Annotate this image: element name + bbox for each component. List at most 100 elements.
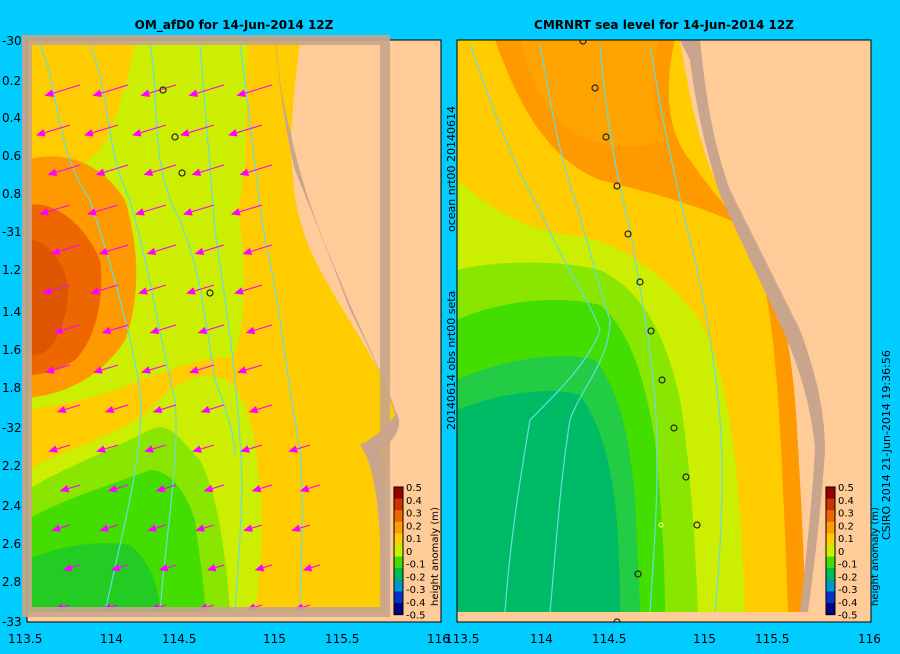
current-arrow-head [194,247,205,256]
colorbar-tick: -0.2 [406,572,426,583]
colorbar-swatch [826,487,835,500]
current-arrow-head [141,366,151,374]
left-x-axis: 113.5 114 114.5 115 115.5 116 [8,632,450,646]
x-tick: 114 [530,632,553,646]
left-frame-grey [22,35,390,617]
right-coast-shelf [680,40,825,612]
colorbar-swatch [394,556,403,569]
colorbar-swatch [826,556,835,569]
current-arrow-head [188,89,199,97]
colorbar-tick: -0.5 [406,611,426,622]
x-tick: 115 [693,632,716,646]
y-tick: 1.8 [2,381,21,395]
colorbar-tick: 0.5 [838,483,854,494]
x-tick: 116 [427,632,450,646]
current-arrow-head [227,129,238,137]
current-arrow-head [138,287,148,295]
y-tick: 1.6 [2,343,21,357]
colorbar-tick: -0.4 [406,598,426,609]
colorbar-swatch [394,568,403,581]
x-tick: 114 [100,632,123,646]
x-tick: 114.5 [162,632,196,646]
colorbar-tick: 0.1 [838,534,854,545]
y-tick: 1.4 [2,305,21,319]
left-bathymetry-contours [39,44,303,613]
current-arrow-head [203,484,214,493]
colorbar-tick: 0 [406,547,412,558]
colorbar-swatch [394,579,403,592]
colorbar-tick: -0.4 [838,598,858,609]
colorbar-swatch [826,603,835,616]
y-tick: 2.2 [2,459,21,473]
right-x-axis: 113.5 114 114.5 115 115.5 116 [445,632,881,646]
y-tick: 0.8 [2,187,21,201]
current-arrow-head [47,168,58,176]
current-arrow-head [242,247,253,256]
current-arrow-head [195,524,205,532]
current-arrow-head [254,563,265,572]
colorbar-swatch [826,498,835,511]
current-arrow-head [86,208,97,216]
current-arrow-head [182,208,193,216]
x-tick: 114.5 [592,632,626,646]
colorbar-label: height anomaly (m) [430,507,441,606]
current-arrow-head [302,563,313,572]
x-tick: 115 [263,632,286,646]
colorbar-swatch [826,568,835,581]
colorbar-tick: -0.1 [838,560,858,571]
right-obs-markers [579,40,701,622]
colorbar-frame [393,486,404,616]
y-tick: -30 [2,34,22,48]
colorbar-tick: -0.1 [406,560,426,571]
current-arrow-head [134,208,145,216]
current-arrow-head [192,445,202,453]
current-arrow-head [179,129,190,137]
current-arrow-head [56,405,67,414]
x-tick: 113.5 [8,632,42,646]
current-arrow-head [248,405,259,414]
left-y-axis: -30 0.2 0.4 0.6 0.8 -31 1.2 1.4 1.6 1.8 … [2,34,22,629]
colorbar-frame [825,486,836,616]
current-arrow-head [96,445,106,453]
left-current-arrows [35,84,321,611]
y-tick: 0.2 [2,74,21,88]
right-side-label-top: ocean nrt00 20140614 [445,106,458,232]
colorbar-swatch [394,510,403,523]
current-arrow-head [144,445,154,453]
y-tick: 2.8 [2,575,21,589]
current-arrow-head [35,129,46,137]
y-tick: -31 [2,225,22,239]
current-arrow-head [191,168,202,176]
colorbar-swatch [826,591,835,604]
current-arrow-head [83,129,94,137]
current-arrow-head [240,445,250,453]
colorbar-tick: -0.3 [838,585,858,596]
current-arrow-head [147,524,157,532]
current-arrow-head [93,366,103,374]
right-bathymetry-contours [469,44,723,613]
current-arrow-head [59,484,70,493]
current-arrow-head [149,326,160,335]
y-tick: 0.4 [2,111,21,125]
y-tick: -32 [2,421,22,435]
y-tick: 0.6 [2,149,21,163]
current-arrow-head [189,366,199,374]
colorbar-swatch [394,521,403,534]
y-tick: 2.6 [2,537,21,551]
x-tick: 113.5 [445,632,479,646]
current-arrow-head [237,366,247,374]
colorbar-tick: -0.3 [406,585,426,596]
colorbar-tick: 0.3 [838,509,854,520]
colorbar-tick: 0.2 [838,521,854,532]
colorbar-label: height anomaly (m) [870,507,881,606]
colorbar-swatch [394,545,403,558]
colorbar-swatch [826,579,835,592]
x-tick: 116 [858,632,881,646]
right-side-label-bottom: 20140614 obs nrt00 seta [445,291,458,430]
y-tick: -33 [2,615,22,629]
current-arrow-head [110,563,121,572]
current-arrow-head [245,326,256,335]
current-arrow-head [104,405,115,414]
right-map-panel: CMRNRT sea level for 14-Jun-2014 12Z [445,18,881,646]
